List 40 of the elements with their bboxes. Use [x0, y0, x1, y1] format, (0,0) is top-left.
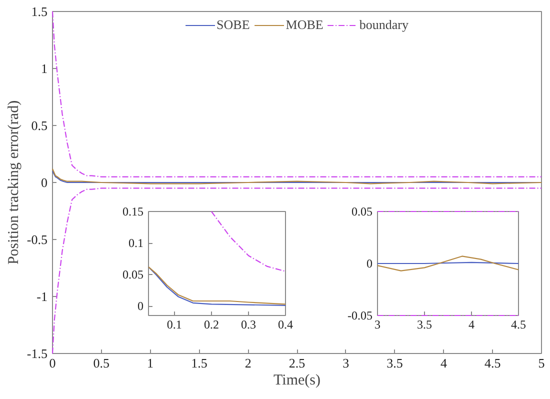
legend-label: SOBE	[216, 17, 250, 33]
y-tick-label: -0.5	[26, 232, 48, 247]
y-tick-label: 0.5	[31, 118, 48, 133]
y-tick-label: 0	[41, 175, 48, 190]
x-tick-label: 4.5	[484, 356, 501, 370]
x-tick-label: 2	[244, 356, 252, 370]
y-tick-label: 1	[41, 61, 48, 76]
x-tick-label: 1.5	[191, 356, 208, 370]
x-tick-label: 0.3	[240, 318, 256, 332]
x-tick-label: 3	[342, 356, 350, 370]
x-tick-label: 0.5	[93, 356, 110, 370]
line-series	[210, 210, 286, 272]
y-tick-label: 1.5	[31, 4, 48, 19]
x-tick-label: 0.2	[204, 318, 219, 332]
line-series	[52, 10, 542, 178]
y-tick-label: -1.5	[26, 346, 48, 361]
y-tick-label: 0.15	[122, 204, 144, 218]
y-tick-label: 0.05	[352, 204, 372, 218]
legend-label: MOBE	[286, 17, 324, 33]
x-tick-label: 3.5	[386, 356, 403, 370]
x-tick-label: 0.1	[166, 318, 182, 332]
y-tick-label: -1	[36, 289, 48, 304]
x-tick-label: 4.5	[511, 318, 526, 332]
x-tick-label: 3	[374, 318, 380, 332]
y-tick-label: 0	[138, 299, 144, 314]
y-tick-label: 0.1	[128, 236, 144, 250]
x-tick-label: 1	[147, 356, 154, 370]
y-tick-label: 0.05	[122, 268, 144, 282]
x-tick-label: 4	[468, 318, 474, 332]
y-tick-label: 0	[366, 256, 372, 270]
x-tick-label: 2.5	[288, 356, 306, 370]
y-axis-title: Position tracking error(rad)	[6, 100, 22, 265]
x-tick-label: 4	[440, 356, 448, 370]
x-tick-label: 5	[538, 356, 545, 370]
legend-label: boundary	[359, 17, 408, 33]
line-series	[376, 256, 520, 272]
x-axis-title: Time(s)	[274, 372, 320, 388]
y-tick-label: -0.05	[348, 308, 373, 322]
x-tick-label: 3.5	[417, 318, 432, 332]
x-tick-label: 0.4	[278, 318, 293, 332]
